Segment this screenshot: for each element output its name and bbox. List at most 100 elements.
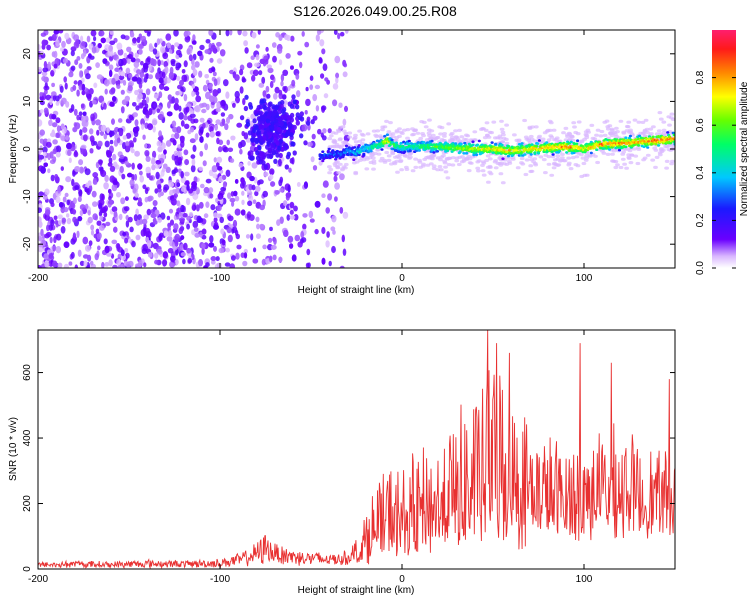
heatmap-cell xyxy=(138,259,143,267)
heatmap-cell xyxy=(308,210,314,219)
heatmap-cell xyxy=(97,43,102,49)
heatmap-cell xyxy=(83,148,87,156)
heatmap-cell xyxy=(116,42,123,51)
heatmap-cell xyxy=(234,208,241,216)
heatmap-cell xyxy=(278,179,283,187)
heatmap-cell xyxy=(669,162,674,166)
heatmap-cell xyxy=(575,164,581,168)
heatmap-cell xyxy=(600,149,605,153)
heatmap-cell xyxy=(335,165,341,169)
heatmap-cell xyxy=(205,201,210,208)
heatmap-cell xyxy=(152,126,156,133)
heatmap-cell xyxy=(353,140,359,144)
heatmap-cell xyxy=(415,131,421,135)
heatmap-cell xyxy=(109,30,114,35)
heatmap-cell xyxy=(52,148,57,155)
heatmap-cell xyxy=(240,252,245,258)
heatmap-cell xyxy=(96,129,100,136)
heatmap-cell xyxy=(398,159,403,164)
heatmap-cell xyxy=(51,34,57,41)
heatmap-cell xyxy=(112,96,117,102)
heatmap-cell xyxy=(92,213,98,221)
heatmap-cell xyxy=(216,102,221,110)
heatmap-cell xyxy=(181,69,186,74)
heatmap-cell xyxy=(201,234,207,240)
heatmap-cell xyxy=(290,35,295,42)
heatmap-cell xyxy=(71,208,77,215)
snr-x-tick-label: 100 xyxy=(576,574,593,585)
heatmap-cell xyxy=(380,128,385,132)
heatmap-cell xyxy=(97,140,103,147)
snr-panel: -200 -100 0 100 0 200 400 600 Height of straig… xyxy=(8,329,676,596)
heatmap-cell xyxy=(338,102,343,108)
heatmap-cell xyxy=(97,159,103,165)
heatmap-cell xyxy=(590,136,596,140)
heatmap-cell xyxy=(633,154,639,158)
heatmap-cell xyxy=(395,144,399,147)
heatmap-cell xyxy=(624,166,629,170)
heatmap-cell xyxy=(243,132,249,140)
heatmap-cell xyxy=(622,162,627,166)
heatmap-cell xyxy=(170,133,175,139)
heatmap-cell xyxy=(41,39,47,47)
heatmap-cell xyxy=(258,159,263,165)
heatmap-cell xyxy=(64,32,70,40)
heatmap-cell xyxy=(669,112,675,116)
heatmap-cell xyxy=(222,146,229,153)
spectrogram-y-tick-label: -10 xyxy=(22,189,33,204)
heatmap-cell xyxy=(418,165,423,169)
heatmap-cell xyxy=(661,128,667,132)
heatmap-cell xyxy=(279,103,284,109)
heatmap-cell xyxy=(302,223,307,230)
heatmap-cell xyxy=(613,160,619,164)
heatmap-cell xyxy=(81,77,85,83)
spectrogram-y-label: Frequency (Hz) xyxy=(8,115,19,184)
heatmap-cell xyxy=(201,108,207,114)
heatmap-cell xyxy=(249,175,255,182)
heatmap-cell xyxy=(192,77,197,84)
heatmap-cell xyxy=(217,192,224,200)
heatmap-cell xyxy=(561,131,566,135)
heatmap-cell xyxy=(173,30,179,37)
heatmap-cell xyxy=(203,213,209,219)
heatmap-cell xyxy=(109,139,114,145)
heatmap-cell xyxy=(167,94,172,101)
heatmap-cell xyxy=(142,134,146,140)
heatmap-cell xyxy=(389,162,394,166)
heatmap-cell xyxy=(339,207,344,214)
heatmap-cell xyxy=(103,102,107,110)
heatmap-cell xyxy=(124,145,131,153)
heatmap-cell xyxy=(72,232,76,240)
heatmap-cell xyxy=(312,165,318,171)
heatmap-cell xyxy=(476,159,482,163)
heatmap-cell xyxy=(610,152,615,156)
heatmap-cell xyxy=(226,226,232,234)
heatmap-cell xyxy=(342,248,347,256)
heatmap-cell xyxy=(602,120,608,124)
heatmap-cell xyxy=(116,258,122,266)
heatmap-cell xyxy=(457,128,462,132)
heatmap-cell xyxy=(546,162,552,166)
heatmap-cell xyxy=(216,162,220,168)
snr-y-tick-label: 200 xyxy=(22,495,33,512)
heatmap-cell xyxy=(150,208,156,215)
heatmap-cell xyxy=(64,82,68,90)
heatmap-cell xyxy=(198,201,204,209)
heatmap-cell xyxy=(255,233,261,239)
heatmap-cell xyxy=(63,241,70,248)
heatmap-cell xyxy=(120,197,126,205)
heatmap-cell xyxy=(646,146,650,149)
heatmap-cell xyxy=(282,200,288,207)
heatmap-cell xyxy=(258,70,263,76)
heatmap-cell xyxy=(180,120,185,127)
heatmap-cell xyxy=(442,132,447,136)
heatmap-cell xyxy=(267,237,273,243)
heatmap-cell xyxy=(213,217,218,223)
heatmap-cell xyxy=(148,175,154,181)
heatmap-cell xyxy=(225,30,230,37)
heatmap-cell xyxy=(427,156,432,160)
heatmap-cell xyxy=(483,128,489,132)
heatmap-cell xyxy=(109,101,115,107)
heatmap-cell xyxy=(154,42,158,48)
heatmap-cell xyxy=(46,224,50,232)
